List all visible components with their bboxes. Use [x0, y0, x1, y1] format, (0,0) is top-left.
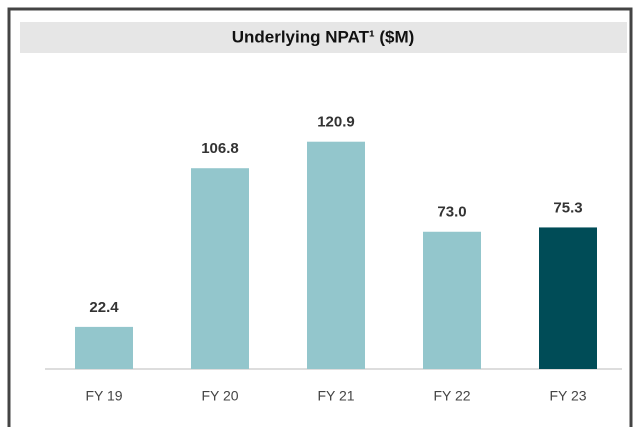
x-tick-label: FY 20	[201, 388, 238, 404]
chart-title: Underlying NPAT¹ ($M)	[232, 27, 415, 46]
value-label: 75.3	[553, 199, 582, 216]
frame	[7, 7, 633, 427]
value-label: 73.0	[437, 204, 466, 221]
x-tick-label: FY 21	[317, 388, 354, 404]
value-label: 106.8	[201, 140, 239, 157]
x-tick-label: FY 22	[433, 388, 470, 404]
bar	[307, 141, 365, 369]
value-label: 22.4	[89, 299, 119, 316]
x-tick-label: FY 19	[85, 388, 122, 404]
x-tick-label: FY 23	[549, 388, 586, 404]
bar	[423, 231, 481, 369]
bar	[191, 168, 249, 369]
title-bar	[20, 22, 627, 53]
bar	[539, 227, 597, 369]
bar	[75, 326, 133, 369]
value-label: 120.9	[317, 114, 355, 131]
